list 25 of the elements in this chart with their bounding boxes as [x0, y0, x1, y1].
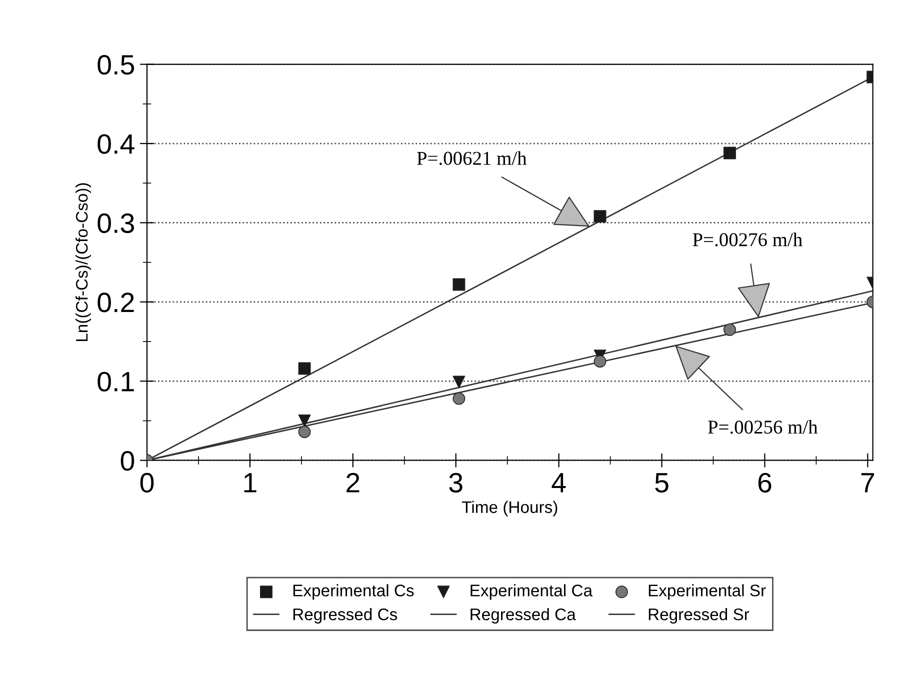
- x-axis-title: Time (Hours): [462, 500, 558, 516]
- legend-label: Regressed Sr: [648, 608, 750, 624]
- legend-label: Regressed Cs: [293, 608, 398, 624]
- annotation: P=.00256 m/h: [708, 420, 818, 434]
- x-tick-label: 0: [140, 472, 154, 493]
- x-tick-label: 2: [346, 472, 360, 492]
- x-tick-label: 5: [655, 473, 668, 493]
- y-tick-label: 0.2: [98, 292, 134, 312]
- legend-label: Experimental Sr: [648, 584, 766, 600]
- annotation: P=.00276 m/h: [692, 232, 802, 246]
- x-tick-label: 7: [861, 473, 874, 492]
- legend-label: Regressed Ca: [470, 608, 576, 624]
- y-axis-title: Ln((Cf-Cs)/(Cfo-Cso)): [75, 183, 92, 342]
- y-tick-label: 0.5: [98, 54, 134, 75]
- legend-label: Experimental Cs: [293, 584, 414, 600]
- y-tick-label: 0: [120, 451, 134, 471]
- x-tick-label: 6: [758, 472, 772, 493]
- y-tick-label: 0.1: [98, 372, 134, 392]
- x-tick-label: 1: [244, 473, 256, 492]
- y-tick-label: 0.4: [98, 134, 134, 154]
- annotation: P=.00621 m/h: [417, 151, 527, 165]
- x-tick-label: 4: [552, 473, 566, 492]
- x-tick-label: 3: [449, 472, 462, 493]
- y-tick-label: 0.3: [98, 213, 134, 234]
- legend-label: Experimental Ca: [470, 584, 593, 600]
